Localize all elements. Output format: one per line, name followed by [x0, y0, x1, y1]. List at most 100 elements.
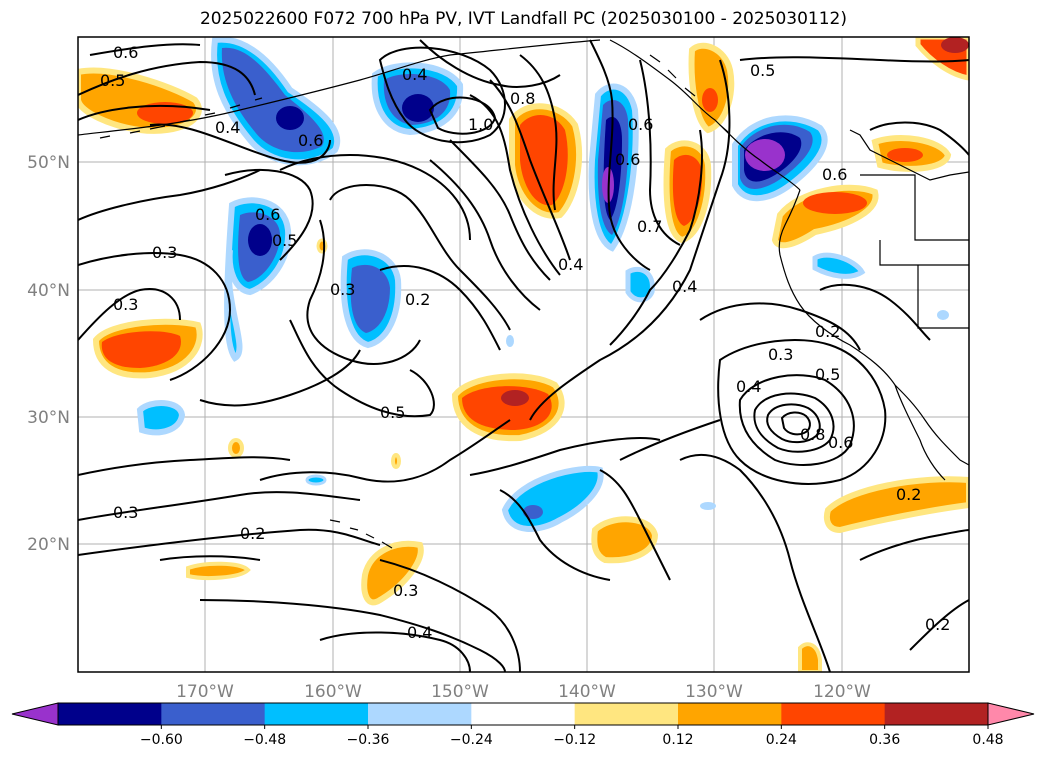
- contour-label: 0.3: [152, 243, 177, 262]
- contour-label: 0.2: [896, 485, 921, 504]
- lon-label: 150°W: [431, 682, 489, 702]
- anomaly-blob: [700, 502, 716, 510]
- colorbar-cell: [574, 703, 679, 725]
- anomaly-blob: [672, 154, 703, 226]
- colorbar-tick-label: −0.12: [553, 732, 596, 748]
- anomaly-blob: [305, 474, 327, 486]
- lat-label: 50°N: [27, 153, 70, 173]
- contour-label: 0.4: [736, 377, 761, 396]
- map-title: 2025022600 F072 700 hPa PV, IVT Landfall…: [199, 9, 847, 29]
- lon-label: 130°W: [685, 682, 743, 702]
- contour-label: 0.5: [100, 71, 125, 90]
- contour-label: 0.6: [113, 43, 138, 62]
- contour-label: 1.0: [468, 115, 493, 134]
- colorbar-cell: [58, 703, 162, 725]
- latitude-labels: 50°N 40°N 30°N 20°N: [27, 153, 70, 555]
- colorbar-tick-label: −0.36: [347, 732, 390, 748]
- anomaly-blob: [361, 540, 424, 606]
- lon-label: 120°W: [813, 682, 871, 702]
- negative-anomaly-fills: [136, 37, 949, 532]
- contour-label: 0.6: [298, 131, 323, 150]
- colorbar-frame: [57, 702, 989, 726]
- longitude-labels: 170°W 160°W 150°W 140°W 130°W 120°W: [176, 682, 871, 702]
- colorbar-tick-label: −0.60: [140, 732, 183, 748]
- contour-label: 0.4: [402, 65, 427, 84]
- anomaly-blob: [803, 192, 867, 214]
- colorbar-tick-label: 0.12: [662, 732, 693, 748]
- colorbar: −0.60 −0.48 −0.36 −0.24 −0.12 0.12 0.24 0.36 0.4…: [11, 702, 1035, 748]
- contour-label: 0.6: [822, 165, 847, 184]
- contour-label: 0.6: [628, 115, 653, 134]
- bc-coast: [778, 189, 801, 256]
- contour-label: 0.3: [330, 280, 355, 299]
- contour-label: 0.3: [113, 295, 138, 314]
- contour-label: 0.8: [800, 425, 825, 444]
- anomaly-blob: [462, 386, 552, 430]
- contour-label: 0.5: [750, 61, 775, 80]
- contour-label: 0.7: [637, 217, 662, 236]
- anomaly-blob: [136, 400, 186, 436]
- aleutian-islands: [99, 97, 263, 139]
- colorbar-tick-label: 0.36: [869, 732, 900, 748]
- anomaly-blob: [823, 476, 969, 534]
- anomaly-blob: [101, 331, 181, 368]
- anomaly-blob: [941, 37, 969, 53]
- anomaly-blob: [248, 224, 272, 256]
- colorbar-max-extend: [987, 702, 1035, 726]
- colorbar-tick-label: 0.24: [766, 732, 797, 748]
- contour-label: 0.3: [768, 345, 793, 364]
- contour-label: 0.6: [828, 433, 853, 452]
- pv-contours: [78, 39, 969, 672]
- contour-label: 0.8: [510, 89, 535, 108]
- colorbar-cell: [264, 703, 369, 725]
- contour-label: 0.2: [925, 615, 950, 634]
- lat-label: 20°N: [27, 535, 70, 555]
- anomaly-blob: [937, 310, 949, 320]
- anomaly-blob: [186, 561, 251, 580]
- lat-label: 30°N: [27, 408, 70, 428]
- contour-label: 0.6: [615, 150, 640, 169]
- contour-label: 0.5: [380, 403, 405, 422]
- contour-label: 0.3: [393, 581, 418, 600]
- contour-labels: 0.6 0.5 0.4 0.6 0.4 1.0 0.8 0.5 0.6 0.6 …: [100, 43, 950, 642]
- contour-label: 0.4: [215, 118, 240, 137]
- map-frame: [77, 36, 970, 673]
- colorbar-tick-label: 0.48: [972, 732, 1003, 748]
- contour-label: 0.3: [113, 503, 138, 522]
- contour-label: 0.2: [815, 322, 840, 341]
- lat-label: 40°N: [27, 281, 70, 301]
- colorbar-min-extend: [11, 702, 59, 726]
- anomaly-blob: [887, 148, 923, 162]
- map-plot-area: 0.6 0.5 0.4 0.6 0.4 1.0 0.8 0.5 0.6 0.6 …: [78, 37, 969, 672]
- colorbar-ticks: −0.60 −0.48 −0.36 −0.24 −0.12 0.12 0.24 0.36 0.4…: [140, 725, 1004, 748]
- anomaly-blob: [702, 88, 718, 112]
- anomaly-blob: [391, 453, 401, 469]
- anomaly-blob: [276, 106, 304, 130]
- coastlines: [78, 39, 969, 549]
- contour-label: 0.5: [815, 365, 840, 384]
- baja-peninsula: [894, 384, 946, 481]
- colorbar-tick-label: −0.48: [243, 732, 286, 748]
- colorbar-cell: [678, 703, 782, 725]
- anomaly-blob: [501, 390, 529, 406]
- lon-label: 170°W: [176, 682, 234, 702]
- hawaii-islands: [329, 519, 393, 549]
- colorbar-cell: [161, 703, 266, 725]
- anomaly-blob: [137, 102, 193, 124]
- contour-label: 0.2: [240, 524, 265, 543]
- colorbar-cells: [58, 703, 989, 725]
- colorbar-cell: [368, 703, 472, 725]
- anomaly-blob: [506, 335, 514, 347]
- anomaly-blob: [591, 516, 659, 564]
- colorbar-cell: [884, 703, 989, 725]
- anomaly-blob: [228, 438, 244, 458]
- positive-anomaly-fills: [78, 37, 969, 672]
- lon-label: 140°W: [558, 682, 616, 702]
- alaska-panhandle: [609, 39, 801, 191]
- anomaly-blob: [812, 252, 866, 279]
- lon-label: 160°W: [304, 682, 362, 702]
- anomaly-blob: [625, 266, 655, 303]
- anomaly-blob: [523, 505, 543, 519]
- alaska-coast: [78, 39, 601, 136]
- canada-borders: [849, 129, 969, 181]
